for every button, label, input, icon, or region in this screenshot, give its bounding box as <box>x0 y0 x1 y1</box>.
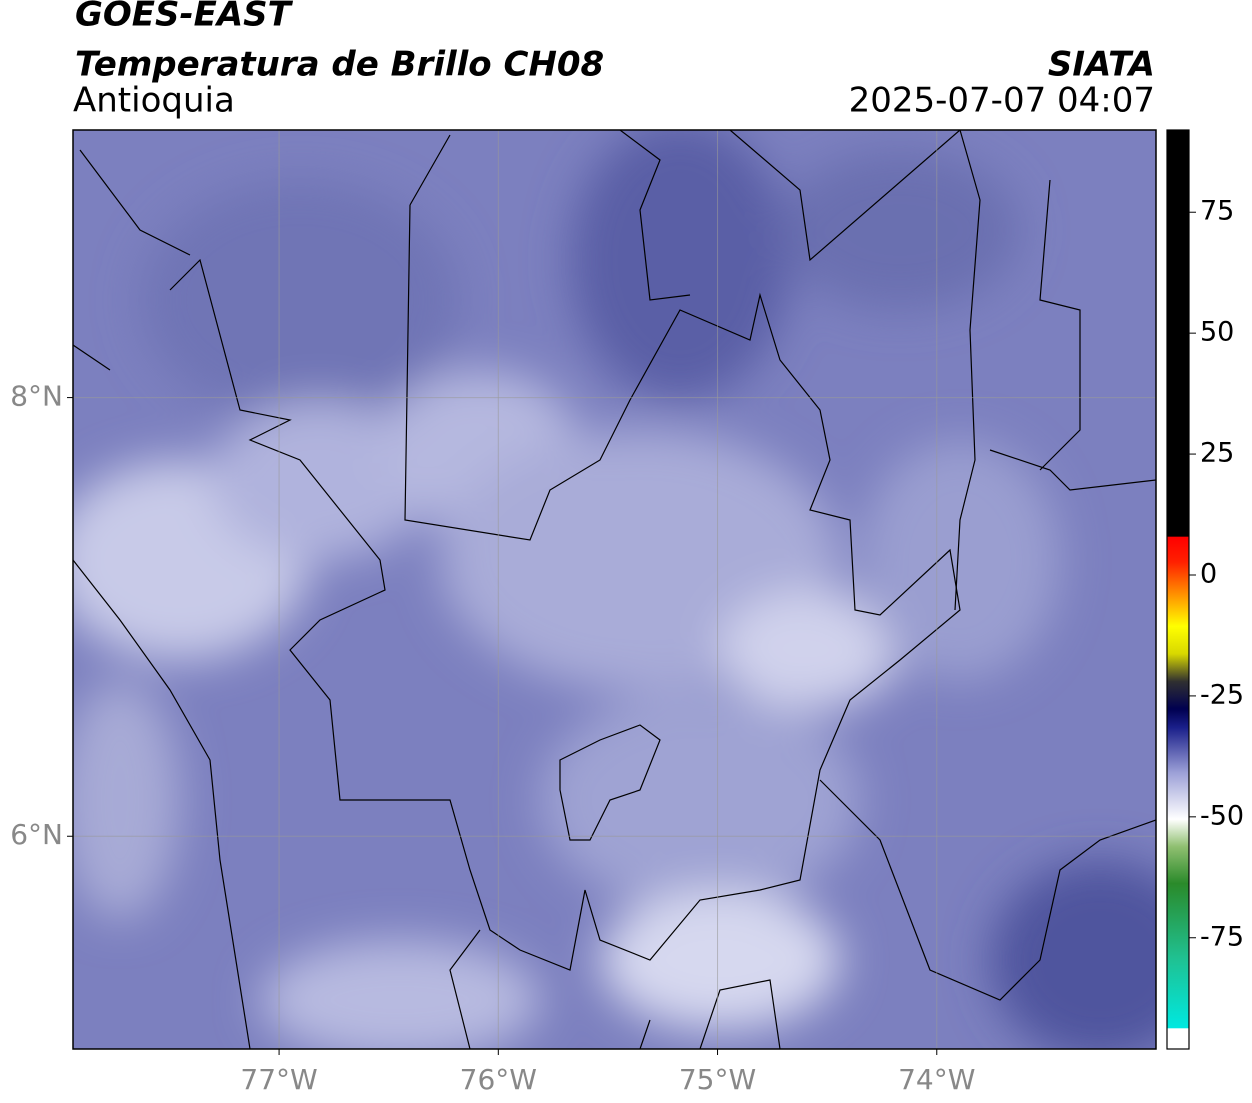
colorbar-tick-label: 50 <box>1200 317 1234 348</box>
map-image <box>73 130 1156 1049</box>
region: Antioquia <box>73 81 235 121</box>
x-tick-label: 77°W <box>240 1063 317 1096</box>
datetime: 2025-07-07 04:07 <box>849 81 1155 121</box>
colorbar-tick-label: 25 <box>1200 438 1234 469</box>
colorbar-tick-label: 75 <box>1200 196 1234 227</box>
map-frame <box>72 129 1157 1050</box>
colorbar-tick-label: -75 <box>1200 921 1244 952</box>
colorbar-tick-label: 0 <box>1200 558 1217 589</box>
y-tick-label: 6°N <box>10 818 63 851</box>
title: GOES-EAST <box>75 0 294 35</box>
subtitle: Temperatura de Brillo CH08 <box>75 45 604 85</box>
colorbar-tick-label: -50 <box>1200 800 1244 831</box>
x-tick-label: 76°W <box>460 1063 537 1096</box>
y-tick-label: 8°N <box>10 380 63 413</box>
x-tick-label: 74°W <box>898 1063 975 1096</box>
colorbar <box>1166 129 1190 1050</box>
source: SIATA <box>1048 45 1155 85</box>
grid <box>73 130 1156 1049</box>
x-tick-label: 75°W <box>679 1063 756 1096</box>
colorbar-tick-label: -25 <box>1200 679 1244 710</box>
